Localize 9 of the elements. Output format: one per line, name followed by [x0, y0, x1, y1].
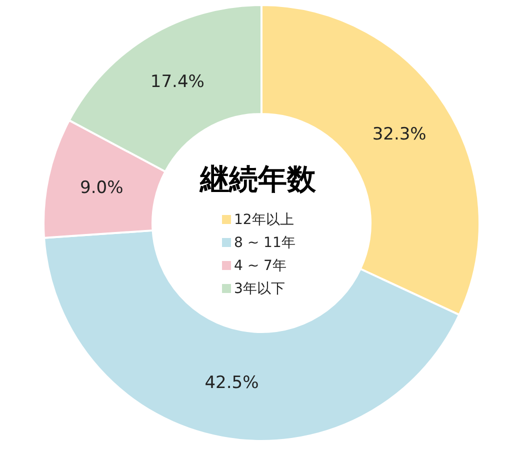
data-label: 17.4%: [150, 72, 204, 92]
data-label: 32.3%: [372, 124, 426, 144]
data-label: 42.5%: [204, 373, 259, 394]
legend-label: 8 ~ 11年: [234, 234, 296, 252]
legend-label: 3年以下: [234, 280, 285, 298]
data-label: 9.0%: [80, 178, 124, 198]
legend-label: 4 ~ 7年: [234, 256, 286, 274]
text: 継続年数: [198, 161, 317, 198]
legend-label: 12年以上: [234, 210, 294, 228]
